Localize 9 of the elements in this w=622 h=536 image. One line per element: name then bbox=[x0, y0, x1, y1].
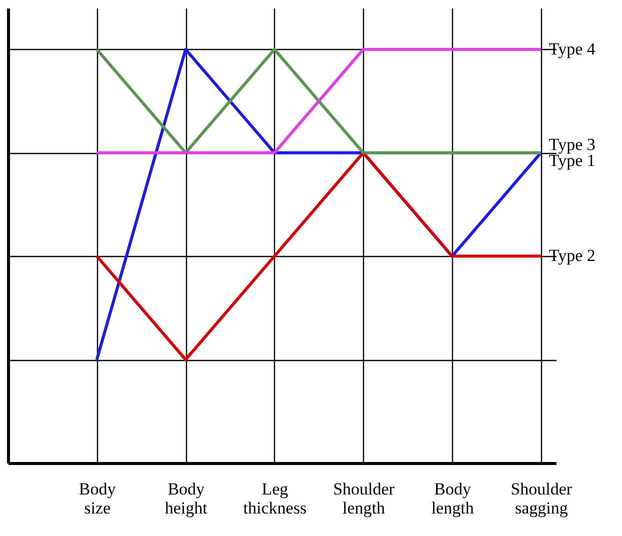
x-tick-label: Shoulder sagging bbox=[510, 480, 572, 518]
series-label: Type 3 bbox=[548, 134, 596, 154]
x-tick-label: Body size bbox=[78, 480, 116, 518]
series-label: Type 4 bbox=[548, 39, 596, 58]
x-tick-label: Body height bbox=[164, 480, 208, 518]
x-tick-label: Body length bbox=[431, 480, 474, 518]
x-tick-label: Leg thickness bbox=[243, 480, 307, 518]
series-label: Type 2 bbox=[548, 246, 596, 266]
x-tick-label: Shoulder length bbox=[333, 480, 395, 518]
